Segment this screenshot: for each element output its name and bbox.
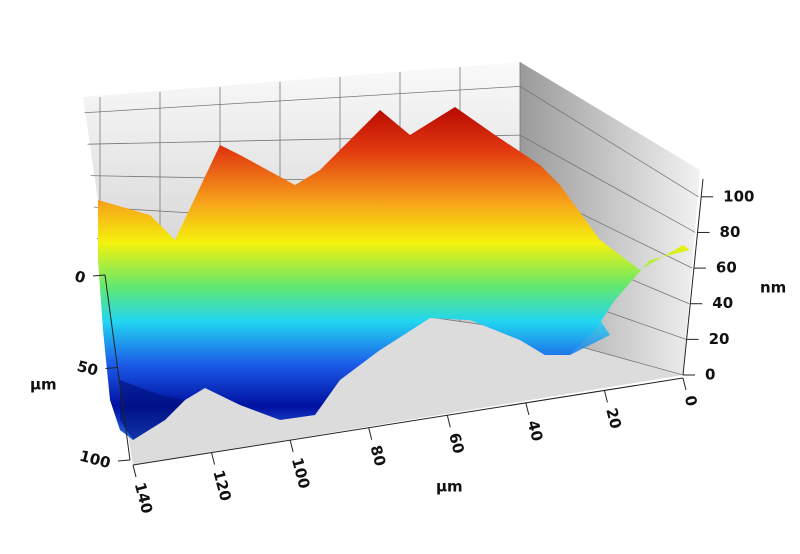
x-tick-label: 120 [209, 468, 234, 503]
y-axis-label: μm [30, 376, 57, 394]
x-tick-label: 40 [524, 418, 547, 443]
x-tick-label: 20 [602, 406, 625, 431]
z-tick-label: 60 [716, 259, 737, 277]
z-tick-label: 40 [712, 294, 733, 312]
x-tick [132, 464, 137, 478]
grid-line [519, 86, 699, 198]
x-tick [368, 427, 373, 440]
x-tick-label: 60 [445, 431, 468, 456]
grid-line [84, 85, 521, 114]
x-tick [525, 402, 530, 415]
z-tick-label: 100 [723, 187, 754, 205]
y-tick-label: 0 [73, 267, 88, 287]
y-tick [105, 367, 118, 369]
y-tick [92, 274, 106, 277]
y-tick-label: 100 [78, 447, 113, 472]
x-tick-label: 0 [681, 394, 701, 409]
x-tick-label: 80 [367, 443, 390, 468]
x-tick [603, 390, 608, 403]
y-tick-label: 50 [75, 357, 100, 380]
x-tick [446, 415, 451, 428]
y-tick [117, 459, 131, 462]
x-tick-label: 140 [131, 481, 156, 516]
z-axis-label: nm [760, 279, 786, 297]
x-tick [289, 440, 294, 453]
z-tick-label: 20 [709, 330, 730, 348]
x-axis [132, 377, 684, 466]
x-tick-label: 100 [288, 456, 313, 491]
grid-line [519, 134, 696, 233]
surface-valley [120, 380, 185, 440]
x-axis-label: μm [436, 478, 463, 496]
x-tick [211, 452, 216, 465]
z-tick-label: 0 [705, 366, 715, 384]
z-tick-label: 80 [720, 223, 741, 241]
z-axis [682, 178, 704, 376]
surface-ridge [320, 195, 610, 355]
x-tick [682, 377, 687, 391]
